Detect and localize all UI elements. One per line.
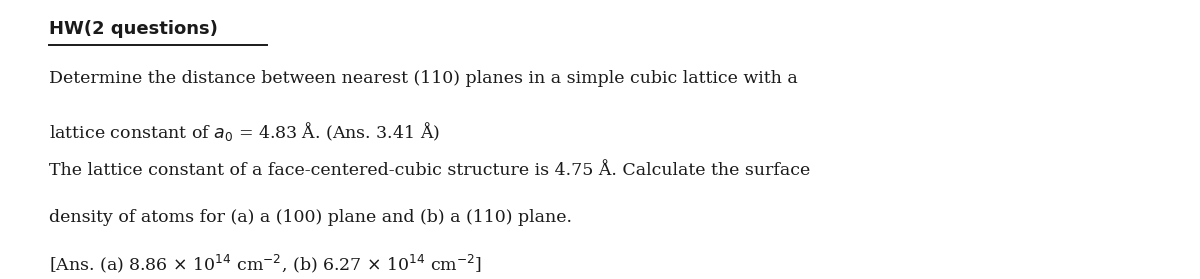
- Text: [Ans. (a) 8.86 $\times$ 10$^{14}$ cm$^{-2}$, (b) 6.27 $\times$ 10$^{14}$ cm$^{-2: [Ans. (a) 8.86 $\times$ 10$^{14}$ cm$^{-…: [49, 252, 482, 275]
- Text: lattice constant of $a_0$ = 4.83 Å. (Ans. 3.41 Å): lattice constant of $a_0$ = 4.83 Å. (Ans…: [49, 120, 440, 143]
- Text: The lattice constant of a face-centered-cubic structure is 4.75 Å. Calculate the: The lattice constant of a face-centered-…: [49, 162, 810, 179]
- Text: HW(2 questions): HW(2 questions): [49, 20, 218, 38]
- Text: Determine the distance between nearest (110) planes in a simple cubic lattice wi: Determine the distance between nearest (…: [49, 71, 798, 88]
- Text: density of atoms for (a) a (100) plane and (b) a (110) plane.: density of atoms for (a) a (100) plane a…: [49, 209, 572, 226]
